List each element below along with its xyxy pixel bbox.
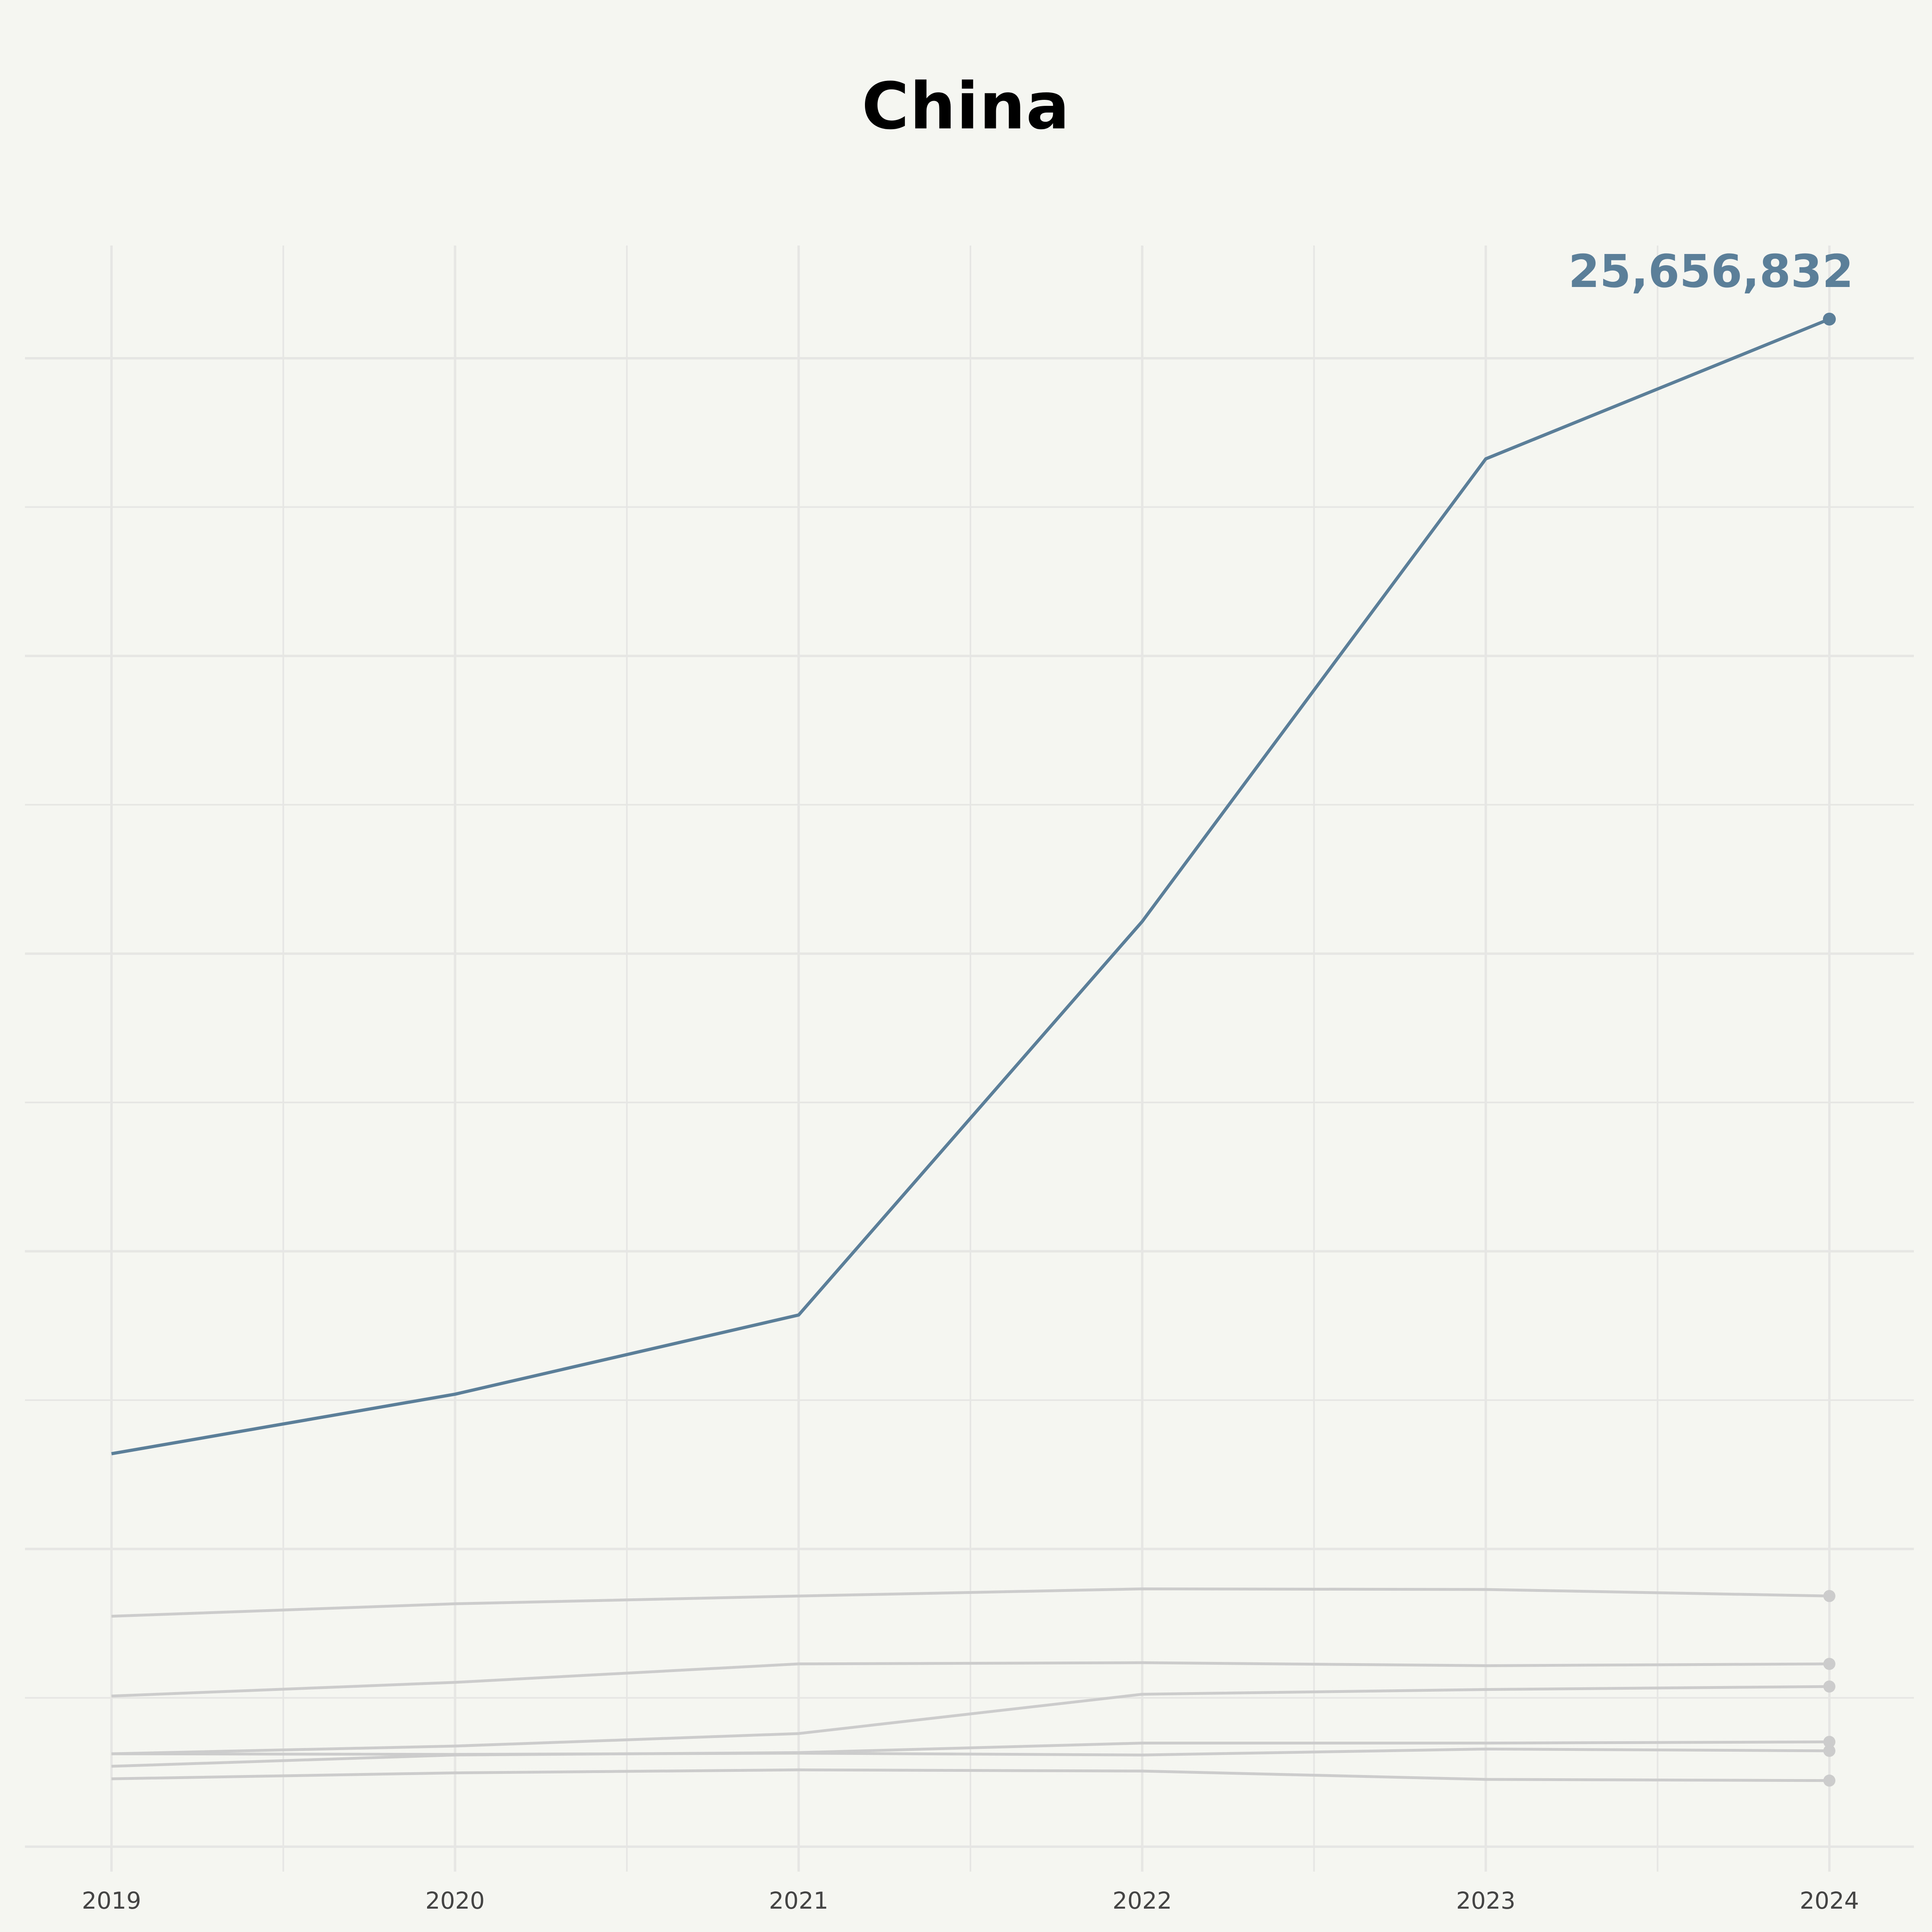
x-tick-label: 2021	[769, 1887, 828, 1914]
x-tick-label: 2020	[425, 1887, 485, 1914]
context-series-line	[111, 1768, 1830, 1782]
context-series-line	[111, 1740, 1830, 1768]
x-tick-label: 2022	[1113, 1887, 1172, 1914]
highlighted-series-end-point	[1823, 312, 1836, 326]
context-series-line	[111, 1685, 1830, 1755]
context-series-group	[111, 1587, 1835, 1787]
context-series-line	[111, 1587, 1830, 1618]
context-series-line	[111, 1661, 1830, 1698]
x-tick-label: 2023	[1456, 1887, 1516, 1914]
highlighted-series-end-label: 25,656,832	[1568, 246, 1854, 298]
context-series-end-point	[1823, 1680, 1835, 1693]
highlighted-series-group: 25,656,832	[111, 246, 1854, 1455]
x-tick-label: 2019	[82, 1887, 141, 1914]
highlighted-series-line	[111, 318, 1830, 1455]
context-series-end-point	[1823, 1590, 1835, 1602]
context-series-end-point	[1823, 1736, 1835, 1748]
chart-title: China	[861, 68, 1071, 144]
context-series-end-point	[1823, 1744, 1835, 1757]
x-axis-ticks: 2019 2020 2021 2022 2023 2024	[82, 1887, 1859, 1914]
grid	[25, 246, 1914, 1872]
context-series-end-point	[1823, 1774, 1835, 1787]
x-tick-label: 2024	[1800, 1887, 1859, 1914]
context-series-line	[111, 1747, 1830, 1757]
context-series-end-point	[1823, 1657, 1835, 1670]
